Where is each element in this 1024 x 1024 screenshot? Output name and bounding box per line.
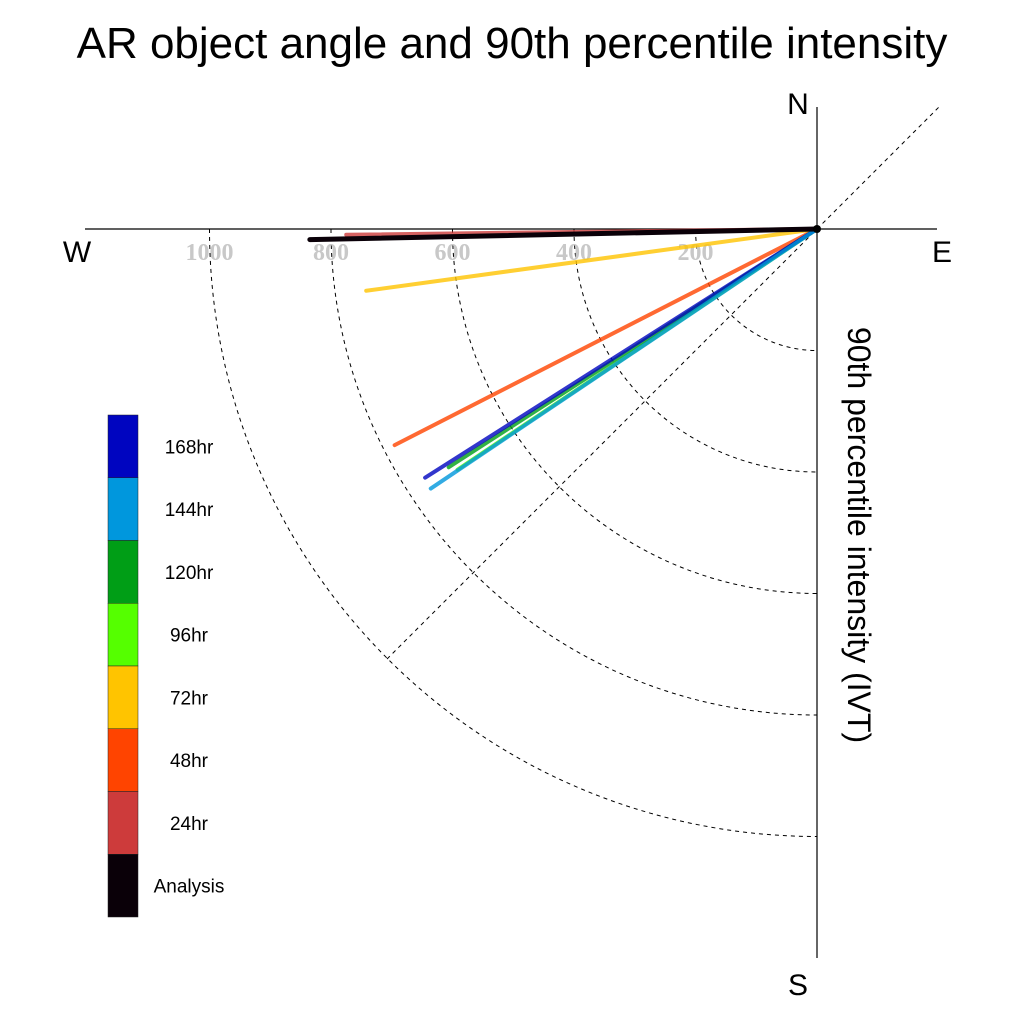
legend-label: 96hr — [170, 626, 209, 647]
chart-title: AR object angle and 90th percentile inte… — [77, 19, 948, 68]
legend-label: 120hr — [165, 563, 214, 584]
compass-west: W — [63, 236, 92, 269]
y-axis-label: 90th percentile intensity (IVT) — [841, 327, 877, 743]
legend-swatch-analysis — [107, 854, 139, 918]
legend-label: 168hr — [165, 437, 214, 458]
legend-swatch-72hr — [107, 665, 139, 729]
grid-ring-800 — [330, 228, 818, 716]
series-line-144hr — [428, 227, 819, 491]
r-tick-label: 600 — [435, 240, 471, 266]
legend-swatch-120hr — [107, 540, 139, 604]
series-line-168hr — [423, 227, 819, 480]
legend: 168hr 144hr 120hr 96hr 72hr 48hr 24hr Analysis — [107, 414, 225, 918]
legend-swatch-96hr — [107, 603, 139, 667]
compass-north: N — [787, 88, 809, 121]
grid-rings — [209, 228, 818, 837]
r-tick-label: 800 — [313, 240, 349, 266]
legend-label: 144hr — [165, 500, 214, 521]
series-line-72hr — [364, 227, 819, 293]
compass-east: E — [932, 236, 952, 269]
series-lines — [307, 226, 820, 491]
legend-label: 48hr — [170, 751, 209, 772]
legend-label: 72hr — [170, 688, 209, 709]
grid-ring-200 — [695, 228, 818, 351]
legend-swatch-24hr — [107, 791, 139, 855]
legend-swatch-168hr — [107, 414, 139, 478]
legend-label: 24hr — [170, 814, 209, 835]
r-tick-label: 1000 — [186, 240, 234, 266]
legend-swatch-144hr — [107, 477, 139, 541]
compass-south: S — [788, 969, 808, 1002]
legend-label: Analysis — [154, 877, 225, 898]
origin-marker — [813, 225, 821, 233]
series-line-analysis — [307, 226, 820, 243]
diagonal-guide — [386, 105, 941, 660]
grid-ring-1000 — [209, 228, 818, 837]
legend-swatch-48hr — [107, 728, 139, 792]
series-line-48hr — [392, 227, 819, 448]
